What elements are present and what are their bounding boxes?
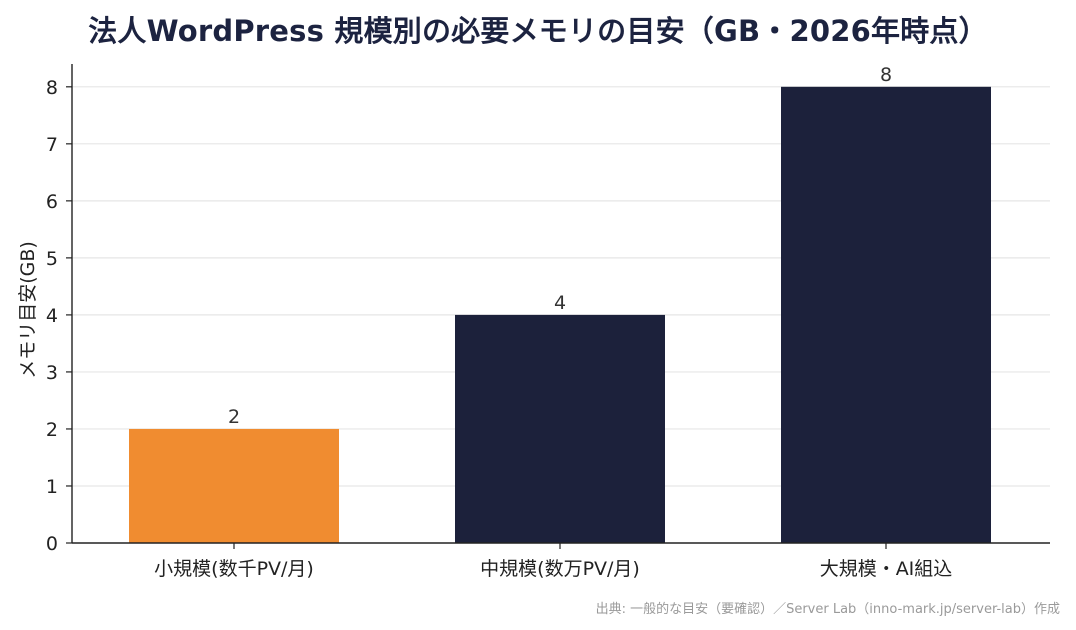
y-tick-label: 2 [46, 419, 58, 441]
bar [129, 428, 339, 543]
bar-value-label: 8 [880, 64, 892, 86]
bar-value-label: 4 [554, 292, 566, 314]
y-tick-label: 5 [46, 248, 58, 270]
x-category-label: 大規模・AI組込 [820, 558, 953, 580]
labels: 0 1 2 3 4 5 6 7 8 2 小規模(数千PV/月) 4 中規模(数万PV/月) 8 大規模・AI… [46, 64, 952, 580]
y-tick-label: 4 [46, 305, 58, 327]
bars [129, 86, 991, 544]
x-category-label: 小規模(数千PV/月) [154, 558, 314, 580]
y-axis-title: メモリ目安(GB) [17, 241, 39, 379]
bar [781, 86, 991, 544]
y-tick-label: 0 [46, 533, 58, 555]
chart-title: 法人WordPress 規模別の必要メモリの目安（GB・2026年時点） [88, 14, 988, 48]
bar [455, 314, 665, 543]
y-tick-label: 7 [46, 134, 58, 156]
y-tick-label: 1 [46, 476, 58, 498]
y-tick-label: 8 [46, 77, 58, 99]
source-note: 出典: 一般的な目安（要確認）／Server Lab（inno-mark.jp/… [595, 602, 1060, 617]
bar-value-label: 2 [228, 406, 240, 428]
y-tick-label: 3 [46, 362, 58, 384]
axes [66, 64, 1050, 549]
x-category-label: 中規模(数万PV/月) [480, 558, 640, 580]
y-tick-label: 6 [46, 191, 58, 213]
